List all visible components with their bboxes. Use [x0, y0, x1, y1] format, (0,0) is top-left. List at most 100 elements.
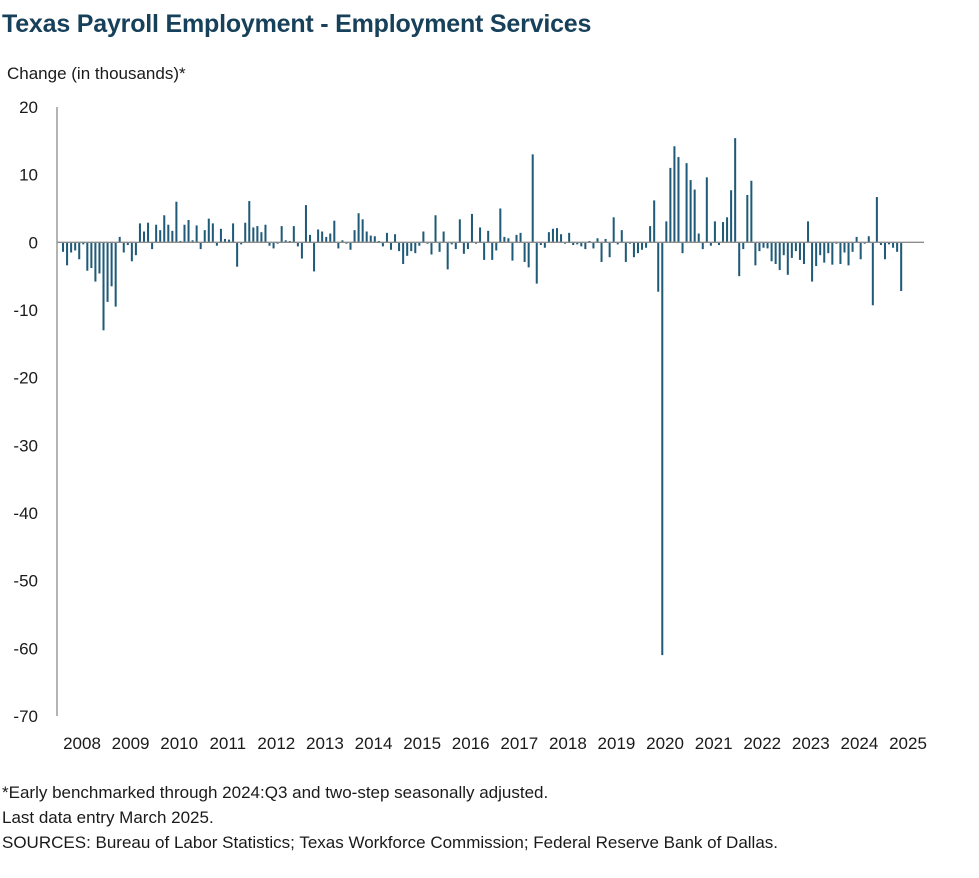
bar: [321, 231, 324, 243]
bar: [722, 222, 725, 243]
bar: [681, 242, 684, 254]
bar: [479, 227, 482, 243]
bar: [616, 242, 619, 245]
bar: [179, 240, 182, 243]
bar: [381, 242, 384, 247]
bar: [900, 242, 903, 292]
bar: [754, 242, 757, 266]
bar: [106, 242, 109, 302]
bar: [883, 242, 886, 260]
bar: [110, 242, 113, 287]
bar: [118, 236, 121, 243]
bar: [337, 242, 340, 249]
bar: [394, 234, 397, 243]
bar: [495, 242, 498, 251]
bar: [446, 242, 449, 270]
bar: [122, 242, 125, 253]
bar: [523, 242, 526, 262]
bar: [766, 242, 769, 249]
bar: [645, 242, 648, 248]
bar: [831, 242, 834, 265]
bar: [264, 224, 267, 243]
bar: [244, 222, 247, 243]
bar: [669, 167, 672, 243]
bar: [130, 242, 133, 262]
bar: [309, 234, 312, 243]
bar: [365, 231, 368, 243]
bar: [114, 242, 117, 307]
footnotes: *Early benchmarked through 2024:Q3 and t…: [2, 780, 778, 855]
bar: [296, 242, 299, 247]
bar: [151, 242, 154, 250]
bar: [758, 242, 761, 252]
bar: [240, 242, 243, 245]
bar: [786, 242, 789, 275]
bar: [219, 228, 222, 243]
x-tick-label: 2018: [549, 734, 587, 753]
bar: [187, 220, 190, 243]
bar: [888, 242, 891, 245]
bar: [159, 230, 162, 243]
bar: [657, 242, 660, 292]
bar: [325, 236, 328, 243]
bar: [142, 231, 146, 243]
x-tick-label: 2017: [500, 734, 538, 753]
bar: [730, 190, 733, 243]
y-tick-label: -30: [13, 436, 38, 455]
bar: [66, 242, 69, 266]
bar: [896, 242, 899, 252]
bar: [519, 232, 522, 243]
y-tick-label: -60: [13, 639, 38, 658]
bar: [713, 221, 716, 243]
bar: [572, 242, 575, 246]
bar: [353, 230, 356, 243]
bar: [576, 242, 579, 245]
bar: [762, 242, 765, 248]
x-tick-label: 2020: [646, 734, 684, 753]
bar: [284, 240, 287, 243]
bar: [596, 238, 599, 243]
x-tick-label: 2010: [160, 734, 198, 753]
bar: [863, 242, 866, 244]
bar: [422, 231, 425, 243]
bar: [462, 242, 465, 254]
bar: [624, 242, 627, 262]
y-tick-label: -50: [13, 572, 38, 591]
bar: [183, 224, 186, 243]
bar: [547, 232, 550, 243]
bar: [620, 230, 623, 243]
bar: [827, 242, 830, 254]
bar: [693, 189, 696, 243]
bar: [280, 226, 283, 243]
bar: [207, 218, 210, 243]
bar: [329, 233, 332, 243]
bar: [511, 242, 514, 261]
bar: [823, 242, 826, 263]
bar: [470, 213, 473, 243]
bar: [304, 205, 307, 243]
bar: [211, 223, 214, 243]
bar: [705, 177, 708, 243]
bar: [199, 242, 202, 250]
bar: [272, 242, 275, 249]
bar: [819, 242, 822, 256]
x-tick-label: 2025: [889, 734, 927, 753]
y-tick-label: -40: [13, 504, 38, 523]
bar: [248, 201, 251, 243]
bar: [875, 197, 878, 243]
bar: [126, 242, 129, 246]
bar: [847, 242, 850, 266]
bar: [612, 217, 615, 243]
bar: [236, 242, 239, 267]
bar: [458, 219, 461, 243]
bar: [406, 242, 409, 256]
bar: [892, 242, 895, 248]
y-tick-label: 10: [19, 166, 38, 185]
bar: [86, 242, 89, 271]
bar: [794, 242, 797, 252]
bar: [341, 240, 344, 243]
bar: [385, 232, 388, 243]
bar: [661, 242, 664, 656]
bar: [288, 240, 291, 243]
bar: [191, 240, 194, 243]
